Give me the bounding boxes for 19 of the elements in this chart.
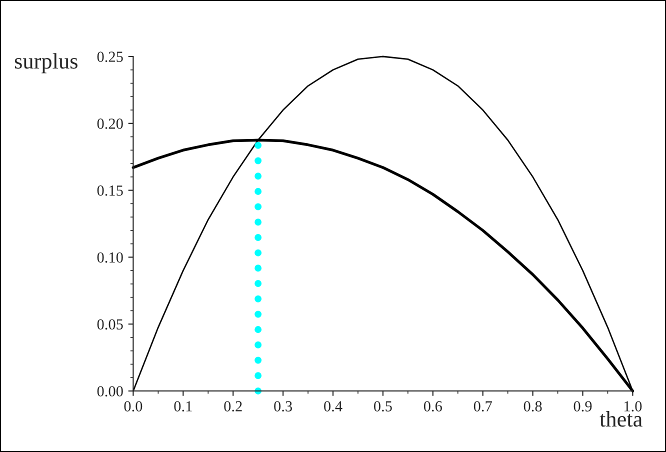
y-tick-label: 0.10 — [97, 252, 123, 263]
x-tick-label: 0.4 — [324, 401, 342, 412]
x-axis-title: theta — [600, 411, 642, 427]
x-tick-label: 0.1 — [174, 401, 192, 412]
x-tick-label: 0.8 — [524, 401, 542, 412]
x-tick-label: 1.0 — [624, 401, 642, 412]
y-tick-label: 0.15 — [97, 185, 123, 196]
x-tick-label: 0.5 — [374, 401, 392, 412]
x-tick-label: 0.7 — [474, 401, 492, 412]
y-axis-title: surplus — [14, 53, 78, 74]
x-tick-label: 0.6 — [424, 401, 442, 412]
y-tick-label: 0.20 — [97, 118, 123, 129]
x-tick-label: 0.2 — [224, 401, 242, 412]
y-tick-label: 0.00 — [97, 386, 123, 396]
x-tick-label: 0.0 — [124, 401, 142, 412]
y-tick-label: 0.25 — [97, 52, 123, 62]
y-tick-label: 0.05 — [97, 319, 123, 330]
x-tick-label: 0.9 — [574, 401, 592, 412]
x-tick-label: 0.3 — [274, 401, 292, 412]
